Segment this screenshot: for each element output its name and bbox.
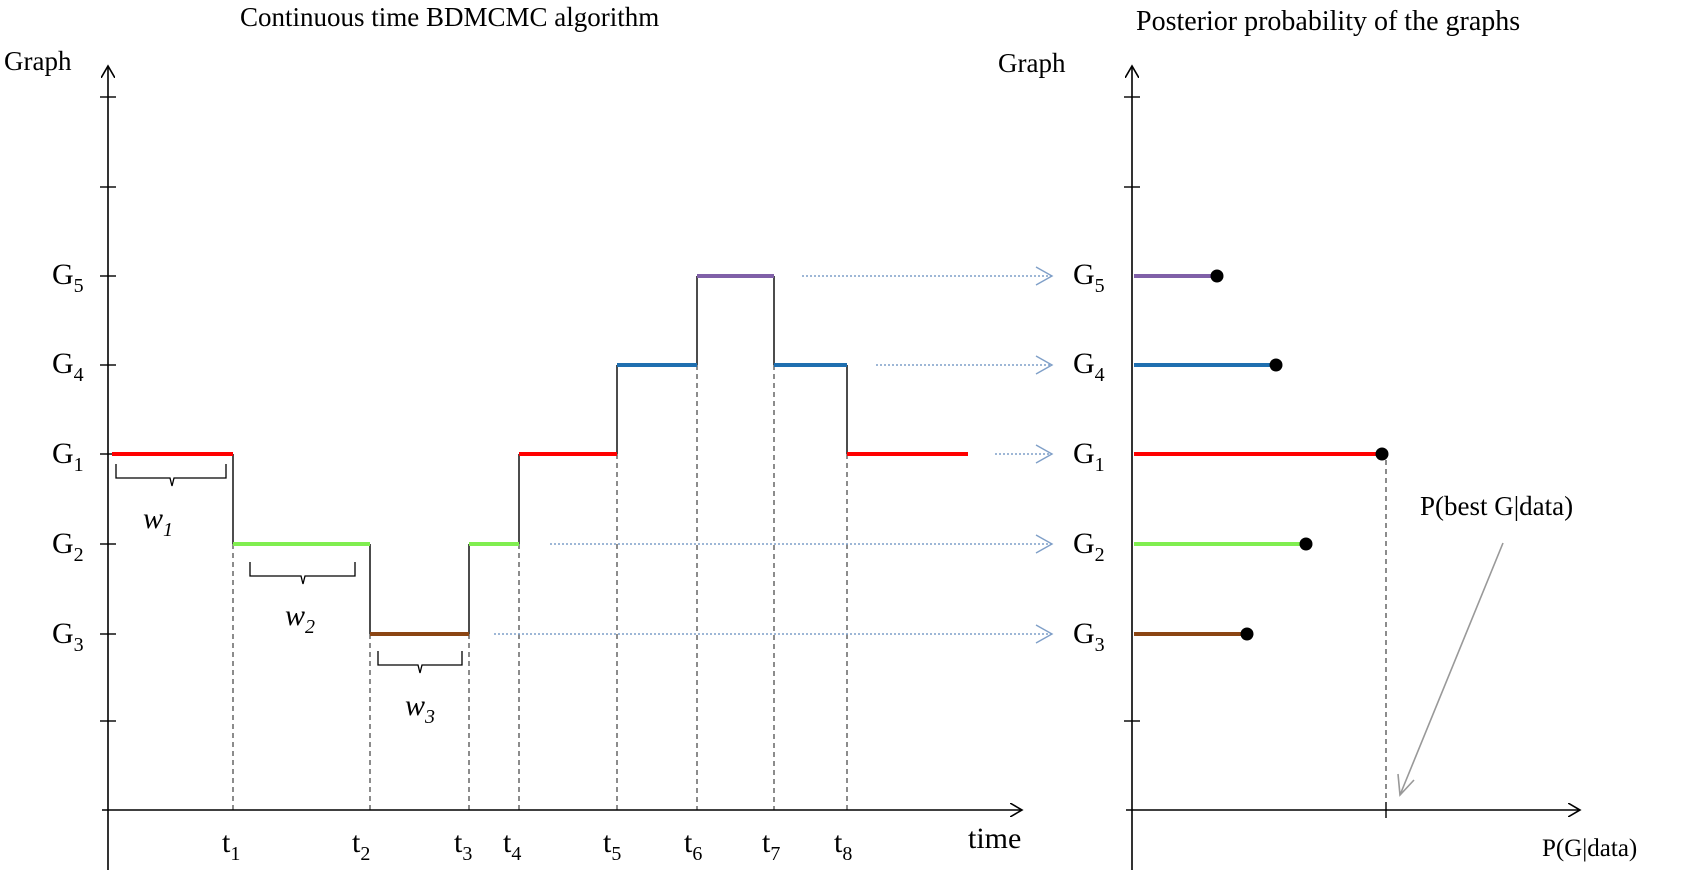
posterior-bars [1134, 269, 1389, 641]
left-y-ticks [100, 96, 116, 722]
arrow-g1 [995, 444, 1054, 464]
arrow-g5 [802, 266, 1054, 286]
right-label-g5: G5 [1073, 258, 1105, 297]
left-label-g4: G4 [52, 347, 84, 386]
bar-g2-dot [1299, 537, 1313, 551]
time-label-t7: t7 [762, 826, 780, 865]
left-label-g1: G1 [52, 437, 84, 476]
right-label-g4: G4 [1073, 347, 1105, 386]
left-title: Continuous time BDMCMC algorithm [240, 2, 659, 32]
right-label-g2: G2 [1073, 527, 1105, 566]
bar-g4-dot [1269, 358, 1283, 372]
arrow-g2 [550, 534, 1054, 554]
time-label-t5: t5 [603, 826, 621, 865]
bar-g1-dot [1375, 447, 1389, 461]
jump-lines [232, 276, 848, 634]
brace-w3 [377, 651, 463, 674]
right-title: Posterior probability of the graphs [1136, 6, 1520, 37]
left-y-axis-label: Graph [4, 46, 72, 76]
path-segments [112, 274, 968, 636]
left-label-g5: G5 [52, 258, 84, 297]
brace-w1 [115, 464, 227, 487]
time-label-t4: t4 [503, 826, 521, 865]
time-guides [232, 365, 848, 810]
right-y-axis-label: Graph [998, 48, 1066, 78]
left-label-g2: G2 [52, 527, 84, 566]
right-y-ticks [1124, 96, 1387, 818]
left-label-g3: G3 [52, 617, 84, 656]
arrow-g3 [494, 624, 1054, 644]
right-panel: Posterior probability of the graphs Grap… [998, 6, 1637, 870]
right-graph-labels: G5 G4 G1 G2 G3 [1073, 258, 1105, 656]
right-x-axis-label: P(G|data) [1542, 835, 1637, 862]
left-graph-labels: G5 G4 G1 G2 G3 [52, 258, 84, 656]
waiting-braces: w1 w2 w3 [115, 464, 463, 728]
brace-w2 [249, 562, 356, 585]
right-label-g3: G3 [1073, 617, 1105, 656]
connecting-arrows [494, 266, 1054, 644]
left-x-axis-label: time [968, 822, 1021, 855]
time-label-t1: t1 [222, 826, 240, 865]
bar-g3-dot [1240, 627, 1254, 641]
time-label-t3: t3 [454, 826, 472, 865]
best-g-annotation: P(best G|data) [1420, 491, 1573, 521]
best-g-arrow [1397, 542, 1504, 797]
bar-g5-dot [1210, 269, 1224, 283]
right-label-g1: G1 [1073, 437, 1105, 476]
label-w2: w2 [285, 599, 315, 638]
left-panel: Continuous time BDMCMC algorithm Graph t… [4, 2, 1022, 870]
time-label-t6: t6 [684, 826, 702, 865]
label-w1: w1 [143, 502, 173, 541]
arrow-g4 [876, 355, 1054, 375]
time-labels: t1 t2 t3 t4 t5 t6 t7 t8 [222, 826, 852, 865]
time-label-t8: t8 [834, 826, 852, 865]
time-label-t2: t2 [352, 826, 370, 865]
label-w3: w3 [405, 689, 435, 728]
